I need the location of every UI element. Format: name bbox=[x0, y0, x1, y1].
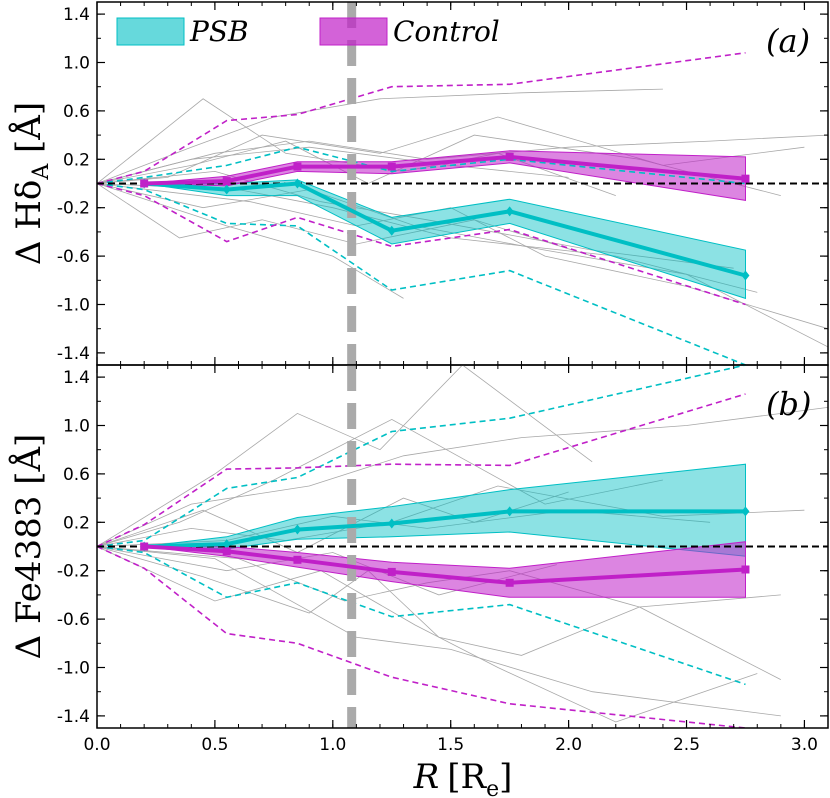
control-data-point bbox=[140, 179, 149, 188]
control-data-point bbox=[505, 152, 514, 161]
legend-control-label: Control bbox=[393, 15, 500, 48]
control-lower-percentile-line bbox=[97, 182, 746, 306]
control-data-point bbox=[293, 555, 302, 564]
y-tick-label: -1.4 bbox=[57, 707, 90, 727]
control-data-point bbox=[505, 578, 514, 587]
psb-data-point bbox=[505, 206, 514, 217]
psb-data-point bbox=[293, 524, 302, 535]
x-axis: 0.0 0.5 1.0 1.5 2.0 2.5 3.0 R [Re] bbox=[83, 735, 817, 798]
control-data-point bbox=[741, 565, 750, 574]
psb-upper-percentile-line bbox=[97, 365, 746, 548]
x-axis-title-main: R bbox=[413, 757, 440, 797]
panel-b-label: (b) bbox=[766, 385, 811, 423]
panel-a-label: (a) bbox=[766, 22, 810, 60]
control-upper-percentile-line bbox=[97, 393, 746, 548]
y-axis-title-unit: [Å] bbox=[8, 434, 49, 496]
x-tick-label: 0.5 bbox=[201, 735, 228, 755]
psb-data-point bbox=[741, 506, 750, 517]
galaxy-profile-line bbox=[97, 546, 758, 723]
psb-data-point bbox=[222, 184, 231, 195]
psb-data-point bbox=[387, 518, 396, 529]
y-axis-title: Δ Fe4383 [Å] bbox=[8, 434, 49, 660]
panel-a-plot-area bbox=[97, 2, 828, 365]
control-median-line bbox=[144, 544, 746, 585]
x-axis-title-close: ] bbox=[499, 757, 512, 797]
y-tick-label: 1.0 bbox=[63, 54, 90, 74]
control-data-point bbox=[293, 162, 302, 171]
legend-control-swatch bbox=[319, 17, 388, 46]
psb-upper-percentile-line bbox=[97, 146, 746, 185]
control-upper-percentile-line bbox=[97, 52, 746, 185]
galaxy-profile-line bbox=[97, 365, 593, 547]
y-tick-label: -0.2 bbox=[57, 199, 90, 219]
psb-median-line bbox=[144, 509, 746, 549]
galaxy-profile-line bbox=[97, 546, 781, 717]
psb-lower-percentile-line bbox=[97, 545, 746, 686]
legend: PSB Control bbox=[116, 15, 500, 48]
y-tick-label: 1.4 bbox=[63, 368, 90, 388]
galaxy-profile-line bbox=[97, 146, 569, 184]
y-axis-title-main: Δ Fe4383 bbox=[9, 496, 49, 660]
control-data-point bbox=[222, 177, 231, 186]
y-axis-title-main: Δ Hδ bbox=[9, 180, 49, 265]
legend-psb-label: PSB bbox=[189, 15, 249, 48]
y-tick-label: -1.4 bbox=[57, 344, 90, 364]
x-tick-label: 1.5 bbox=[437, 735, 464, 755]
y-tick-label: -1.0 bbox=[57, 659, 90, 679]
control-data-point bbox=[387, 162, 396, 171]
y-axis-title: Δ HδA [Å] bbox=[8, 102, 54, 265]
y-axis-title-subscript: A bbox=[29, 163, 54, 181]
galaxy-profile-line bbox=[97, 546, 781, 680]
y-tick-label: 0.2 bbox=[63, 150, 90, 170]
y-tick-label: 0.2 bbox=[63, 513, 90, 533]
control-median-line bbox=[144, 154, 746, 186]
panel-a: -1.4 -1.0 -0.6 -0.2 0.2 0.6 1.0 1.4 (a) Δ HδA [Å] bbox=[8, 1, 829, 366]
y-tick-label: 0.6 bbox=[63, 465, 90, 485]
x-tick-label: 0.0 bbox=[83, 735, 110, 755]
psb-lower-percentile-line bbox=[97, 182, 746, 365]
psb-data-point bbox=[222, 539, 231, 550]
y-tick-label: 1.0 bbox=[63, 417, 90, 437]
x-axis-title-subscript: e bbox=[486, 777, 499, 798]
y-tick-label: -0.6 bbox=[57, 247, 90, 267]
panel-b-plot-area bbox=[97, 365, 828, 728]
control-data-point bbox=[741, 174, 750, 183]
y-tick-label: -0.6 bbox=[57, 610, 90, 630]
y-tick-label: 1.4 bbox=[63, 5, 90, 25]
x-tick-label: 3.0 bbox=[791, 735, 818, 755]
control-data-point bbox=[140, 542, 149, 551]
y-tick-label: -1.0 bbox=[57, 296, 90, 316]
panel-b: -1.4 -1.0 -0.6 -0.2 0.2 0.6 1.0 1.4 (b) Δ Fe4383 … bbox=[8, 364, 829, 729]
control-data-point bbox=[222, 547, 231, 556]
psb-data-point bbox=[293, 178, 302, 189]
galaxy-profile-line bbox=[97, 88, 663, 184]
x-tick-label: 1.0 bbox=[319, 735, 346, 755]
x-axis-title: R [Re] bbox=[413, 757, 513, 798]
psb-median-line bbox=[144, 181, 747, 278]
x-tick-label: 2.5 bbox=[673, 735, 700, 755]
x-tick-label: 2.0 bbox=[555, 735, 582, 755]
x-axis-title-unit: [R bbox=[447, 757, 487, 797]
legend-psb-swatch bbox=[116, 17, 185, 46]
psb-data-point bbox=[741, 270, 750, 281]
galaxy-profile-line bbox=[97, 407, 828, 547]
control-lower-percentile-line bbox=[97, 545, 746, 728]
y-tick-label: -0.2 bbox=[57, 562, 90, 582]
control-data-point bbox=[387, 567, 396, 576]
psb-data-point bbox=[387, 225, 396, 236]
psb-data-point bbox=[505, 506, 514, 517]
galaxy-profile-line bbox=[97, 183, 404, 299]
y-axis-title-unit: [Å] bbox=[8, 102, 49, 164]
y-tick-label: 0.6 bbox=[63, 102, 90, 122]
